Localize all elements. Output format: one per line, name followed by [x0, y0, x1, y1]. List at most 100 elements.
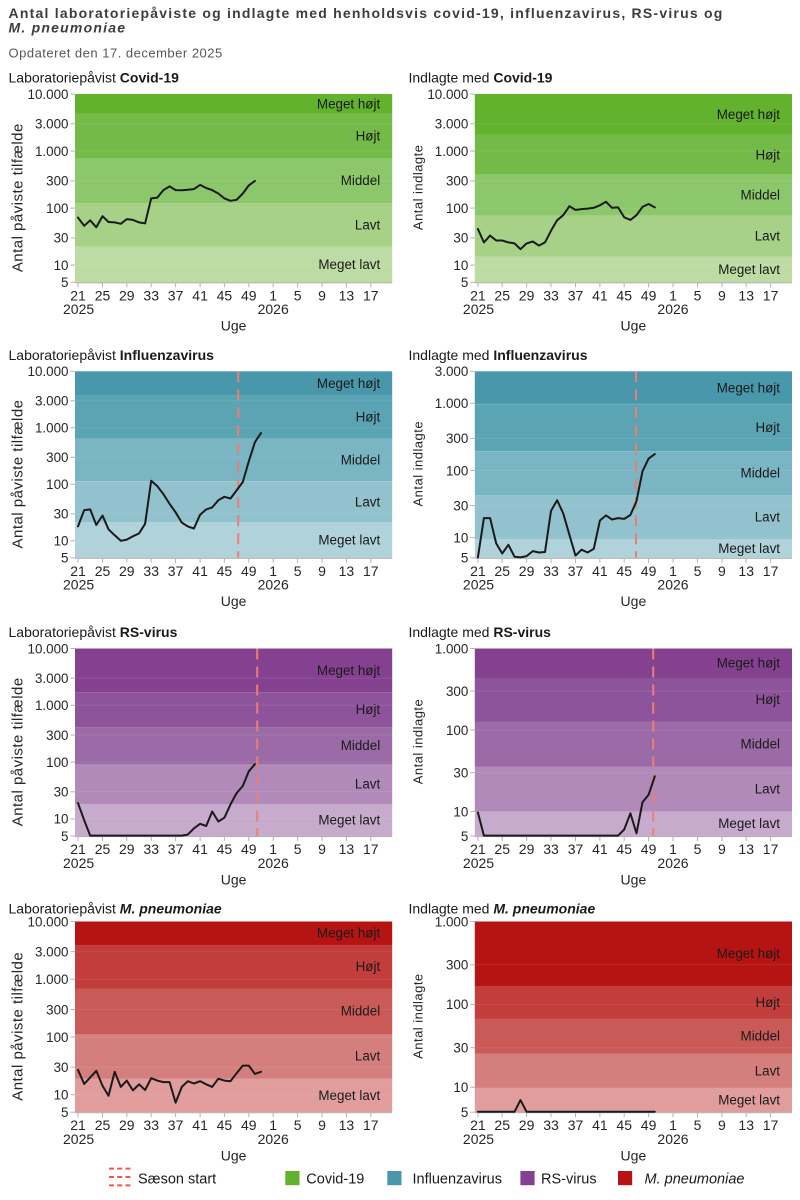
svg-text:Middel: Middel	[341, 1004, 380, 1019]
svg-text:13: 13	[339, 563, 355, 579]
svg-text:49: 49	[641, 287, 657, 303]
svg-text:29: 29	[119, 841, 135, 857]
svg-text:9: 9	[318, 1117, 326, 1133]
svg-text:2025: 2025	[63, 1131, 94, 1147]
svg-text:45: 45	[217, 1117, 233, 1133]
svg-text:1.000: 1.000	[435, 641, 469, 656]
svg-text:41: 41	[592, 563, 608, 579]
svg-text:41: 41	[192, 563, 208, 579]
svg-text:13: 13	[339, 287, 355, 303]
svg-text:5: 5	[694, 841, 702, 857]
svg-text:25: 25	[95, 563, 111, 579]
svg-text:Sæson start: Sæson start	[138, 1172, 216, 1188]
svg-text:Antal laboratoriepåviste og in: Antal laboratoriepåviste og indlagte med…	[9, 5, 724, 21]
svg-text:49: 49	[241, 287, 257, 303]
svg-text:25: 25	[95, 841, 111, 857]
svg-text:Lavt: Lavt	[355, 1049, 381, 1064]
svg-text:49: 49	[241, 563, 257, 579]
svg-text:Indlagte med Covid-19: Indlagte med Covid-19	[409, 69, 553, 85]
svg-text:3.000: 3.000	[35, 671, 69, 686]
svg-text:2026: 2026	[258, 1131, 289, 1147]
svg-text:1.000: 1.000	[435, 396, 469, 411]
svg-text:Middel: Middel	[741, 737, 780, 752]
svg-text:45: 45	[616, 841, 632, 857]
svg-text:1.000: 1.000	[35, 144, 69, 159]
svg-text:10.000: 10.000	[28, 914, 69, 929]
svg-text:Antal indlagte: Antal indlagte	[411, 421, 426, 507]
svg-text:3.000: 3.000	[35, 945, 69, 960]
svg-text:Meget højt: Meget højt	[717, 656, 781, 671]
svg-text:41: 41	[592, 841, 608, 857]
svg-text:33: 33	[543, 563, 559, 579]
svg-text:100: 100	[46, 755, 68, 770]
svg-text:300: 300	[446, 958, 468, 973]
svg-text:5: 5	[294, 841, 302, 857]
svg-text:Meget højt: Meget højt	[717, 380, 781, 395]
svg-text:37: 37	[568, 841, 584, 857]
svg-text:29: 29	[519, 287, 535, 303]
svg-text:Meget lavt: Meget lavt	[718, 262, 780, 277]
svg-text:300: 300	[46, 174, 68, 189]
svg-text:41: 41	[192, 1117, 208, 1133]
svg-text:100: 100	[446, 997, 468, 1012]
svg-text:49: 49	[641, 841, 657, 857]
svg-text:Indlagte med RS-virus: Indlagte med RS-virus	[409, 624, 552, 640]
svg-text:300: 300	[446, 431, 468, 446]
svg-text:Middel: Middel	[741, 466, 780, 481]
svg-text:Opdateret den 17. december 202: Opdateret den 17. december 2025	[9, 45, 223, 60]
svg-text:13: 13	[738, 563, 754, 579]
svg-text:33: 33	[143, 1117, 159, 1133]
svg-text:30: 30	[453, 498, 468, 513]
svg-text:25: 25	[494, 841, 510, 857]
svg-text:30: 30	[453, 1041, 468, 1056]
svg-text:Højt: Højt	[755, 995, 780, 1010]
svg-text:30: 30	[54, 507, 69, 522]
svg-text:17: 17	[363, 287, 379, 303]
svg-text:1: 1	[269, 1117, 277, 1133]
svg-text:Lavt: Lavt	[355, 777, 381, 792]
svg-text:17: 17	[363, 563, 379, 579]
svg-text:Covid-19: Covid-19	[306, 1172, 364, 1188]
svg-text:29: 29	[119, 287, 135, 303]
svg-text:Meget højt: Meget højt	[317, 376, 381, 391]
svg-text:Antal indlagte: Antal indlagte	[411, 973, 426, 1059]
svg-text:1.000: 1.000	[435, 144, 469, 159]
svg-text:25: 25	[494, 1117, 510, 1133]
svg-text:Højt: Højt	[356, 129, 381, 144]
svg-text:37: 37	[168, 287, 184, 303]
svg-text:3.000: 3.000	[435, 364, 469, 379]
svg-text:M. pneumoniae: M. pneumoniae	[9, 20, 127, 36]
svg-text:Højt: Højt	[356, 409, 381, 424]
svg-text:45: 45	[217, 563, 233, 579]
svg-text:10: 10	[453, 258, 468, 273]
svg-text:1: 1	[269, 563, 277, 579]
svg-text:45: 45	[616, 563, 632, 579]
svg-text:Influenzavirus: Influenzavirus	[413, 1172, 502, 1188]
svg-text:100: 100	[446, 723, 468, 738]
svg-text:41: 41	[592, 1117, 608, 1133]
svg-text:Laboratoriepåvist M. pneumonia: Laboratoriepåvist M. pneumoniae	[9, 901, 222, 917]
svg-text:100: 100	[46, 477, 68, 492]
svg-text:Meget højt: Meget højt	[317, 97, 381, 112]
svg-text:9: 9	[318, 841, 326, 857]
svg-text:9: 9	[718, 841, 726, 857]
svg-text:1.000: 1.000	[35, 972, 69, 987]
svg-text:29: 29	[519, 1117, 535, 1133]
svg-text:Uge: Uge	[221, 318, 247, 334]
svg-text:10: 10	[54, 258, 69, 273]
svg-text:Laboratoriepåvist Influenzavir: Laboratoriepåvist Influenzavirus	[9, 347, 215, 363]
svg-text:Lavt: Lavt	[355, 494, 381, 509]
svg-text:2026: 2026	[258, 577, 289, 593]
svg-text:2025: 2025	[463, 301, 494, 317]
svg-text:49: 49	[641, 1117, 657, 1133]
svg-text:Meget lavt: Meget lavt	[718, 541, 780, 556]
svg-text:17: 17	[763, 287, 779, 303]
svg-text:29: 29	[519, 841, 535, 857]
svg-text:10: 10	[54, 534, 69, 549]
svg-text:33: 33	[143, 287, 159, 303]
svg-text:37: 37	[568, 563, 584, 579]
svg-text:21: 21	[70, 287, 86, 303]
svg-text:5: 5	[294, 1117, 302, 1133]
svg-text:13: 13	[339, 841, 355, 857]
svg-text:5: 5	[61, 275, 68, 290]
